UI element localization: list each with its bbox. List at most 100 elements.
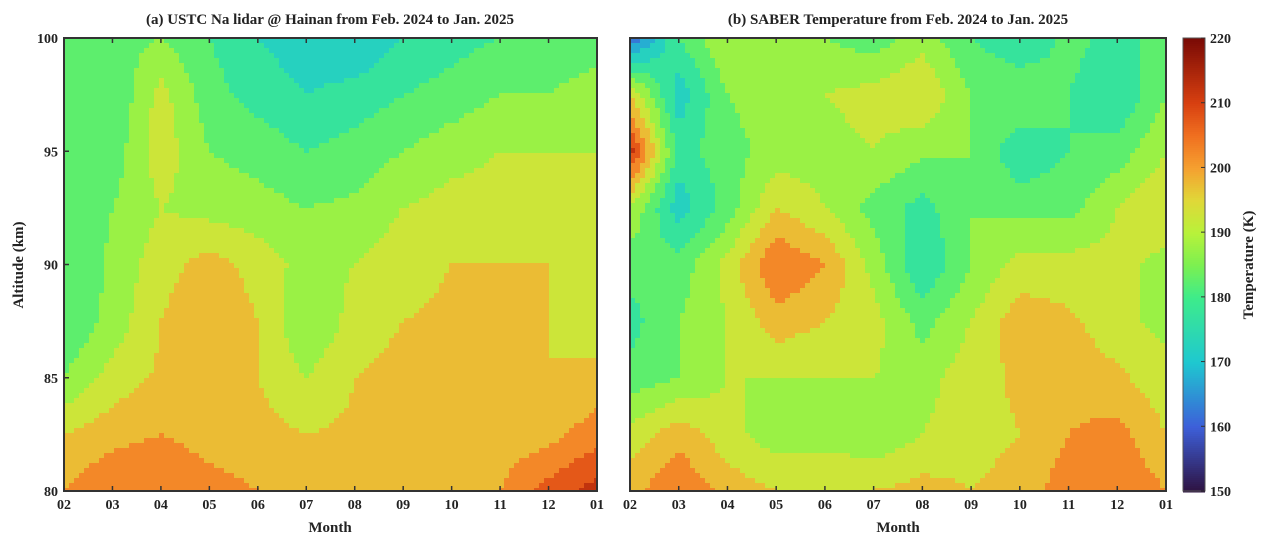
contour-cell <box>144 143 150 149</box>
contour-cell <box>419 263 425 269</box>
contour-cell <box>64 123 70 129</box>
contour-cell <box>499 83 505 89</box>
contour-cell <box>519 83 525 89</box>
contour-cell <box>139 163 145 169</box>
contour-cell <box>324 118 330 124</box>
contour-cell <box>524 228 530 234</box>
contour-cell <box>449 123 455 129</box>
contour-cell <box>164 253 170 259</box>
contour-cell <box>454 43 460 49</box>
contour-cell <box>454 198 460 204</box>
contour-cell <box>234 243 240 249</box>
contour-cell <box>429 258 435 264</box>
contour-cell <box>249 93 255 99</box>
contour-cell <box>129 208 135 214</box>
contour-cell <box>484 83 490 89</box>
contour-cell <box>449 98 455 104</box>
contour-cell <box>489 48 495 54</box>
contour-cell <box>94 238 100 244</box>
contour-cell <box>129 258 135 264</box>
contour-cell <box>169 68 175 74</box>
contour-cell <box>509 98 515 104</box>
contour-cell <box>504 173 510 179</box>
contour-cell <box>569 253 575 259</box>
contour-cell <box>414 153 420 159</box>
contour-cell <box>399 163 405 169</box>
contour-cell <box>244 58 250 64</box>
contour-cell <box>349 218 355 224</box>
contour-cell <box>174 243 180 249</box>
contour-cell <box>389 48 395 54</box>
contour-cell <box>154 218 160 224</box>
contour-cell <box>539 163 545 169</box>
contour-cell <box>279 178 285 184</box>
contour-cell <box>64 203 70 209</box>
contour-cell <box>119 108 125 114</box>
contour-cell <box>399 143 405 149</box>
contour-cell <box>454 78 460 84</box>
contour-cell <box>329 93 335 99</box>
contour-cell <box>189 163 195 169</box>
contour-cell <box>509 188 515 194</box>
contour-cell <box>174 178 180 184</box>
contour-cell <box>329 83 335 89</box>
contour-cell <box>289 218 295 224</box>
contour-cell <box>239 173 245 179</box>
contour-cell <box>349 63 355 69</box>
contour-cell <box>369 183 375 189</box>
contour-cell <box>374 183 380 189</box>
contour-cell <box>234 228 240 234</box>
contour-cell <box>414 78 420 84</box>
contour-cell <box>284 223 290 229</box>
contour-cell <box>269 98 275 104</box>
contour-cell <box>494 168 500 174</box>
contour-cell <box>99 73 105 79</box>
contour-cell <box>529 203 535 209</box>
contour-cell <box>144 38 150 44</box>
contour-cell <box>584 43 590 49</box>
contour-cell <box>224 248 230 254</box>
contour-cell <box>479 68 485 74</box>
contour-cell <box>284 83 290 89</box>
contour-cell <box>564 223 570 229</box>
contour-cell <box>269 158 275 164</box>
contour-cell <box>579 83 585 89</box>
contour-cell <box>269 238 275 244</box>
contour-cell <box>239 83 245 89</box>
contour-cell <box>449 73 455 79</box>
contour-cell <box>389 113 395 119</box>
contour-cell <box>239 103 245 109</box>
contour-cell <box>184 53 190 59</box>
contour-cell <box>394 238 400 244</box>
contour-cell <box>374 158 380 164</box>
contour-cell <box>289 158 295 164</box>
contour-cell <box>489 213 495 219</box>
contour-cell <box>69 48 75 54</box>
contour-cell <box>359 93 365 99</box>
contour-cell <box>519 98 525 104</box>
contour-cell <box>484 123 490 129</box>
contour-cell <box>169 83 175 89</box>
contour-cell <box>274 208 280 214</box>
contour-cell <box>249 108 255 114</box>
contour-cell <box>479 123 485 129</box>
contour-cell <box>139 208 145 214</box>
contour-cell <box>109 58 115 64</box>
contour-cell <box>114 183 120 189</box>
contour-cell <box>494 93 500 99</box>
contour-cell <box>574 248 580 254</box>
contour-cell <box>589 143 595 149</box>
contour-cell <box>454 263 460 269</box>
contour-cell <box>519 238 525 244</box>
contour-cell <box>224 53 230 59</box>
contour-cell <box>449 178 455 184</box>
contour-cell <box>484 223 490 229</box>
contour-cell <box>104 148 110 154</box>
contour-cell <box>354 233 360 239</box>
contour-cell <box>594 203 598 209</box>
contour-cell <box>389 243 395 249</box>
contour-cell <box>459 38 465 44</box>
contour-cell <box>529 173 535 179</box>
contour-cell <box>444 248 450 254</box>
contour-cell <box>194 198 200 204</box>
